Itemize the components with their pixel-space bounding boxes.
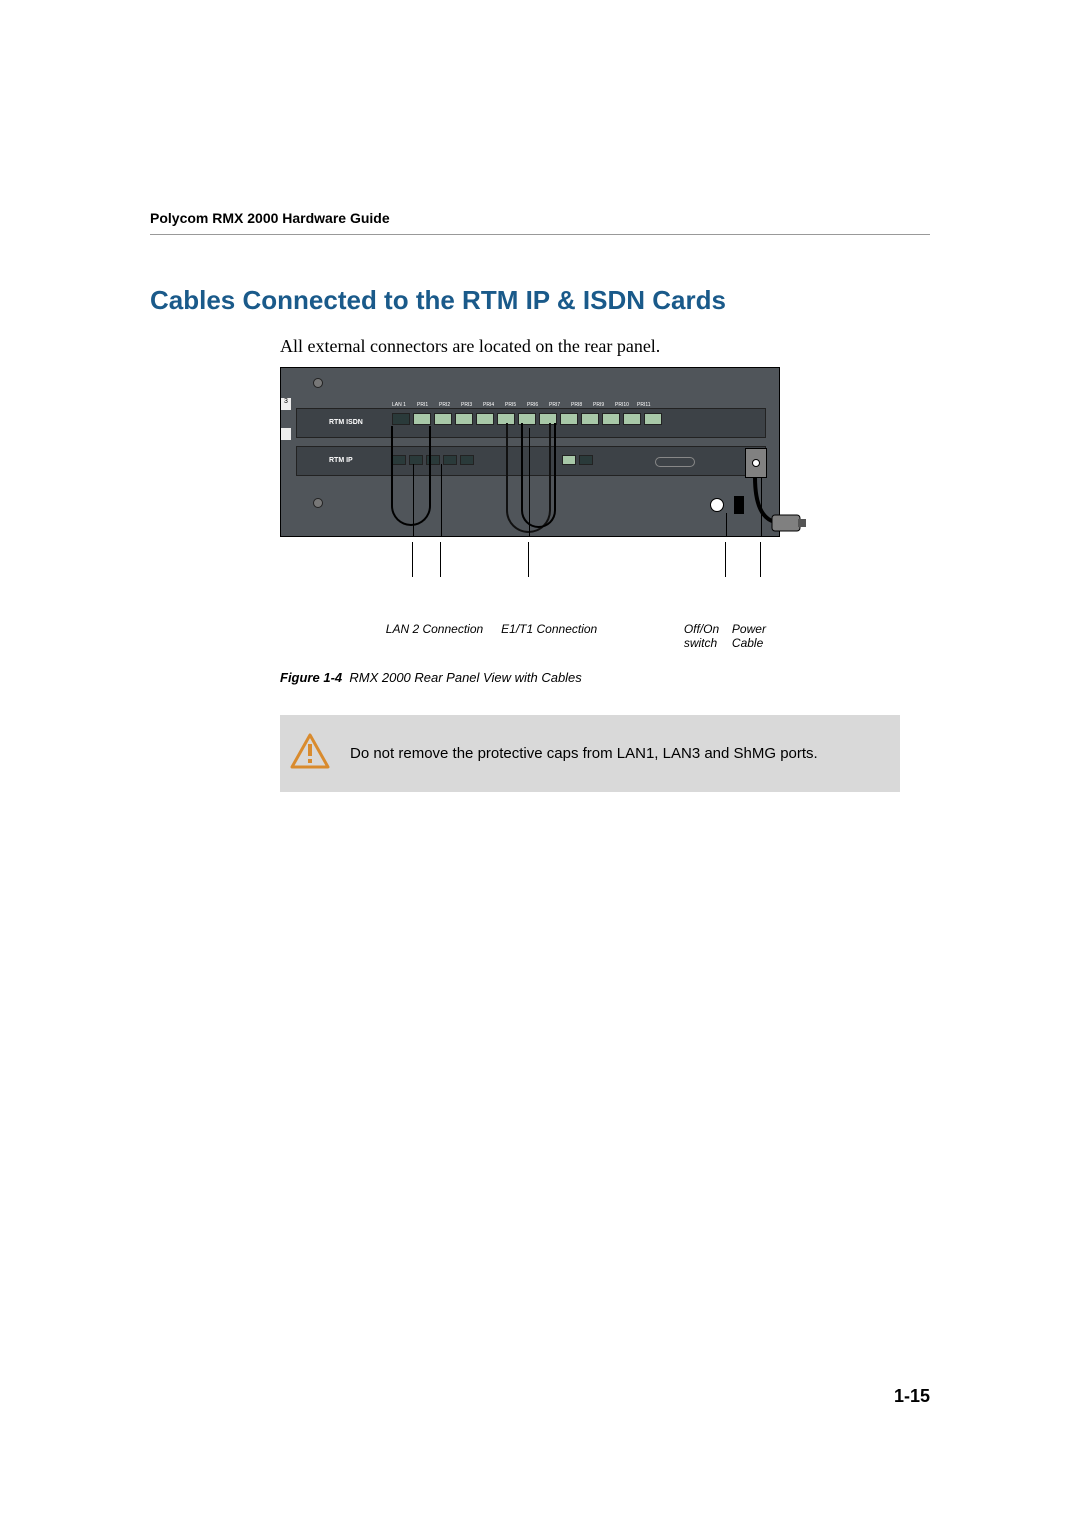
port-label: PRI7 bbox=[549, 402, 560, 408]
port-label: PRI6 bbox=[527, 402, 538, 408]
callout-line bbox=[726, 513, 727, 537]
port-label: PRI2 bbox=[439, 402, 450, 408]
side-tab: 3 bbox=[281, 398, 291, 410]
port-icon bbox=[579, 455, 593, 465]
port-icon bbox=[392, 413, 410, 425]
port-icon bbox=[581, 413, 599, 425]
callout-line bbox=[528, 542, 529, 577]
port-label: LAN 1 bbox=[392, 402, 406, 408]
port-label: PRI8 bbox=[571, 402, 582, 408]
callout-line bbox=[441, 464, 442, 537]
port-label: PRI5 bbox=[505, 402, 516, 408]
indicator-icon bbox=[710, 498, 724, 512]
figure-caption-prefix: Figure 1-4 bbox=[280, 670, 342, 685]
port-icon bbox=[560, 413, 578, 425]
port-icon bbox=[455, 413, 473, 425]
cable-icon bbox=[521, 423, 556, 528]
port-icon bbox=[562, 455, 576, 465]
port-label: PRI9 bbox=[593, 402, 604, 408]
port-icon bbox=[602, 413, 620, 425]
callout-line bbox=[412, 542, 413, 577]
port-icon bbox=[644, 413, 662, 425]
serial-port-icon bbox=[655, 457, 695, 467]
switch-icon bbox=[734, 496, 744, 514]
power-switch-icon bbox=[745, 448, 767, 478]
callout-line bbox=[760, 542, 761, 577]
callout-line bbox=[413, 464, 414, 537]
warning-icon bbox=[290, 733, 330, 774]
page-number: 1-15 bbox=[894, 1386, 930, 1407]
warning-text: Do not remove the protective caps from L… bbox=[350, 745, 818, 762]
rtm-isdn-label: RTM ISDN bbox=[329, 419, 363, 426]
rtm-ip-label: RTM IP bbox=[329, 457, 353, 464]
callout-lan2: LAN 2 Connection bbox=[386, 622, 501, 650]
port-icon bbox=[623, 413, 641, 425]
port-label: PRI4 bbox=[483, 402, 494, 408]
port-icon bbox=[476, 413, 494, 425]
header-guide-title: Polycom RMX 2000 Hardware Guide bbox=[150, 210, 930, 226]
port-icon bbox=[460, 455, 474, 465]
screw-icon bbox=[313, 378, 323, 388]
cable-icon bbox=[391, 426, 431, 526]
callout-power: Power Cable bbox=[732, 622, 780, 650]
figure-container: 3 RTM ISDN bbox=[280, 367, 780, 685]
callouts-row: LAN 2 Connection E1/T1 Connection Off/On… bbox=[280, 622, 780, 650]
port-icon bbox=[413, 413, 431, 425]
section-title: Cables Connected to the RTM IP & ISDN Ca… bbox=[150, 285, 930, 316]
callout-line bbox=[440, 542, 441, 577]
figure-caption-text: RMX 2000 Rear Panel View with Cables bbox=[349, 670, 581, 685]
callout-line bbox=[529, 428, 530, 537]
ip-ports-row2 bbox=[562, 455, 593, 465]
callout-offon: Off/On switch bbox=[684, 622, 732, 650]
figure-caption: Figure 1-4 RMX 2000 Rear Panel View with… bbox=[280, 670, 780, 685]
intro-paragraph: All external connectors are located on t… bbox=[280, 336, 930, 357]
warning-callout: Do not remove the protective caps from L… bbox=[280, 715, 900, 792]
port-icon bbox=[443, 455, 457, 465]
port-label: PRI3 bbox=[461, 402, 472, 408]
rear-panel-illustration: 3 RTM ISDN bbox=[280, 367, 780, 537]
side-tab bbox=[281, 428, 291, 440]
power-plug-icon bbox=[750, 477, 810, 547]
port-label: PRI11 bbox=[637, 402, 651, 408]
callout-e1t1: E1/T1 Connection bbox=[501, 622, 636, 650]
port-label: PRI1 bbox=[417, 402, 428, 408]
header-rule bbox=[150, 234, 930, 235]
screw-icon bbox=[313, 498, 323, 508]
port-label: PRI10 bbox=[615, 402, 629, 408]
callout-line bbox=[725, 542, 726, 577]
port-icon bbox=[434, 413, 452, 425]
